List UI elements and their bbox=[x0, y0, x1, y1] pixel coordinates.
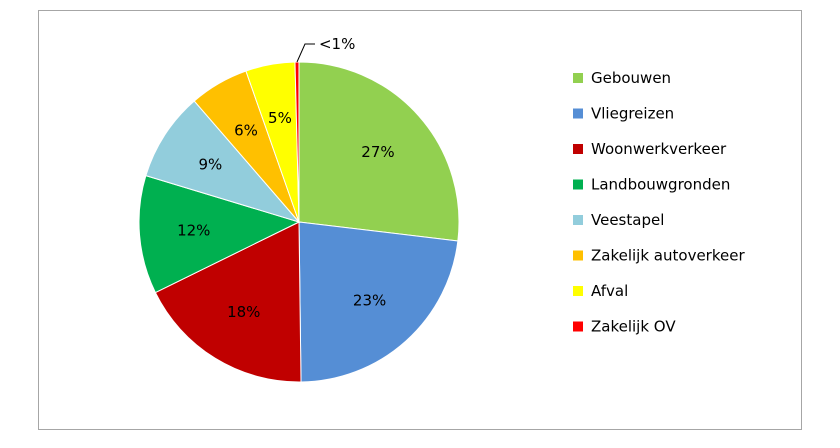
data-label-woonwerkverkeer: 18% bbox=[227, 303, 260, 321]
legend-label-woonwerkverkeer: Woonwerkverkeer bbox=[591, 140, 727, 158]
legend-swatch-woonwerkverkeer bbox=[573, 144, 583, 154]
legend-swatch-zakelijk-autoverkeer bbox=[573, 250, 583, 261]
legend-swatch-gebouwen bbox=[573, 73, 583, 83]
legend-label-vliegreizen: Vliegreizen bbox=[591, 105, 674, 123]
data-label-gebouwen: 27% bbox=[361, 143, 394, 161]
slice-gebouwen bbox=[298, 61, 460, 242]
legend-label-zakelijk-ov: Zakelijk OV bbox=[591, 318, 676, 336]
slice-veestapel bbox=[145, 100, 301, 223]
leader-line-zakelijk-ov bbox=[296, 43, 315, 63]
slice-vliegreizen bbox=[298, 221, 459, 383]
slice-zakelijk-ov bbox=[294, 61, 300, 223]
legend-swatch-afval bbox=[573, 286, 583, 296]
slice-landbouwgronden bbox=[138, 174, 301, 294]
data-label-afval: 5% bbox=[268, 109, 292, 127]
legend-label-afval: Afval bbox=[591, 282, 628, 300]
legend-label-landbouwgronden: Landbouwgronden bbox=[591, 176, 730, 194]
data-label-zakelijk-autoverkeer: 6% bbox=[234, 122, 258, 140]
legend-swatch-landbouwgronden bbox=[573, 179, 583, 190]
pie-labels: 27% 23% 18% 12% 9% 6% 5% <1% bbox=[177, 35, 395, 321]
legend-label-veestapel: Veestapel bbox=[591, 211, 664, 229]
data-label-veestapel: 9% bbox=[199, 156, 223, 174]
data-label-zakelijk-ov: <1% bbox=[319, 35, 355, 53]
pie-slices bbox=[138, 61, 460, 383]
data-label-vliegreizen: 23% bbox=[353, 292, 386, 310]
legend-swatch-zakelijk-ov bbox=[573, 321, 583, 332]
legend-label-zakelijk-autoverkeer: Zakelijk autoverkeer bbox=[591, 247, 745, 265]
legend-swatch-vliegreizen bbox=[573, 108, 583, 119]
data-label-landbouwgronden: 12% bbox=[177, 222, 210, 240]
slice-woonwerkverkeer bbox=[154, 221, 302, 383]
legend-label-gebouwen: Gebouwen bbox=[591, 69, 671, 87]
legend-swatch-veestapel bbox=[573, 215, 583, 225]
legend: Gebouwen Vliegreizen Woonwerkverkeer Landbo… bbox=[573, 69, 745, 336]
